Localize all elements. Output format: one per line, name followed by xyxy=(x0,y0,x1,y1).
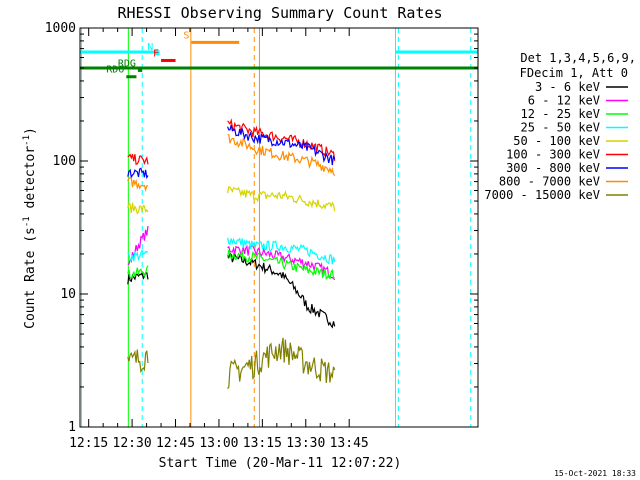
x-tick-label: 13:15 xyxy=(243,436,282,451)
series-25-50-kev-segment-2 xyxy=(227,237,336,265)
legend-entry-label: 50 - 100 keV xyxy=(513,134,600,148)
x-tick-label: 12:30 xyxy=(113,436,152,451)
y-axis-label-main: Count Rate (s xyxy=(23,227,38,329)
x-tick-label: 13:00 xyxy=(199,436,238,451)
series-12-25-kev-segment-2 xyxy=(227,249,335,281)
y-tick-label: 10 xyxy=(60,287,76,302)
flag-label-s: S xyxy=(183,30,189,41)
legend-entry-label: 800 - 7000 keV xyxy=(499,175,600,189)
series-7000-15000-kev-segment-1 xyxy=(127,349,149,374)
legend-entry-label: 100 - 300 keV xyxy=(506,148,600,162)
legend-entry-label: 7000 - 15000 keV xyxy=(484,188,600,202)
series-3-6-kev-segment-2 xyxy=(227,251,336,329)
flag-label-f: F xyxy=(153,48,159,59)
series-100-300-kev-segment-1 xyxy=(127,153,149,166)
legend-entry-label: 6 - 12 keV xyxy=(528,94,600,108)
flag-label-n: N xyxy=(147,42,153,53)
series-6-12-kev-segment-2 xyxy=(227,244,336,281)
x-tick-label: 13:30 xyxy=(286,436,325,451)
series-25-50-kev-segment-1 xyxy=(127,248,149,262)
legend-header-line-1: Det 1,3,4,5,6,9, xyxy=(520,51,636,65)
y-tick-label: 100 xyxy=(53,154,76,169)
chart-title: RHESSI Observing Summary Count Rates xyxy=(117,4,442,22)
y-axis-label: Count Rate (s-1 detector-1) xyxy=(22,127,38,329)
generation-timestamp: 15-Oct-2021 18:33 xyxy=(554,469,636,478)
legend-entry-label: 12 - 25 keV xyxy=(521,107,600,121)
plot-frame xyxy=(79,27,479,428)
series-300-800-kev-segment-1 xyxy=(127,167,149,180)
axes: 1 10 100 1000 12:15 12:30 12:45 13:00 13:15 13:30… xyxy=(45,21,478,451)
series-7000-15000-kev-segment-2 xyxy=(227,337,336,389)
y-tick-label: 1 xyxy=(68,420,76,435)
series-50-100-kev-segment-2 xyxy=(227,186,336,212)
x-tick-label: 12:15 xyxy=(69,436,108,451)
y-axis-label-end: ) xyxy=(23,127,38,135)
y-axis-label-mid: detector xyxy=(23,146,38,217)
flag-label-rdg: RDG xyxy=(118,58,136,69)
series-800-7000-kev-segment-1 xyxy=(127,177,148,193)
y-axis-label-sup1: -1 xyxy=(22,216,32,227)
legend-entry-label: 3 - 6 keV xyxy=(535,80,600,94)
x-axis-label: Start Time (20-Mar-11 12:07:22) xyxy=(159,456,402,471)
series-300-800-kev-segment-2 xyxy=(227,124,336,166)
y-axis-label-sup2: -1 xyxy=(22,135,32,146)
x-tick-label: 12:45 xyxy=(156,436,195,451)
legend-entry-label: 25 - 50 keV xyxy=(521,121,600,135)
x-tick-label: 13:45 xyxy=(330,436,369,451)
series-800-7000-kev-segment-2 xyxy=(227,133,336,176)
flag-label-rd6: RD6 xyxy=(106,65,124,76)
legend-entry-label: 300 - 800 keV xyxy=(506,161,600,175)
legend: Det 1,3,4,5,6,9, FDecim 1, Att 0 3 - 6 k… xyxy=(484,51,636,202)
series-50-100-kev-segment-1 xyxy=(127,201,149,215)
legend-header-line-2: FDecim 1, Att 0 xyxy=(520,66,628,80)
series-12-25-kev-segment-1 xyxy=(127,265,149,279)
y-tick-label: 1000 xyxy=(45,21,76,36)
